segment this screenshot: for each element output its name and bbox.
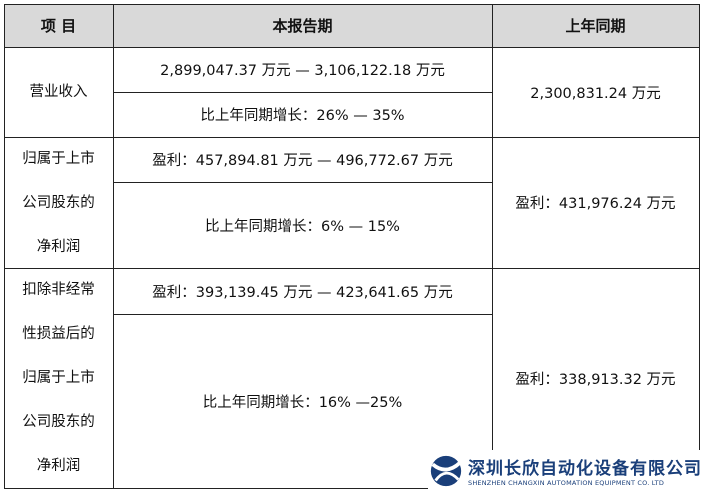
row-label-revenue: 营业收入 [4, 47, 113, 137]
net-profit-prior: 盈利：431,976.24 万元 [515, 196, 676, 212]
company-watermark-logo: 深圳长欣自动化设备有限公司 SHENZHEN CHANGXIN AUTOMATI… [428, 450, 702, 491]
revenue-prior: 2,300,831.24 万元 [530, 85, 661, 102]
label-line: 净利润 [36, 458, 81, 474]
header-item: 项 目 [4, 4, 113, 47]
company-name-cn: 深圳长欣自动化设备有限公司 [468, 459, 702, 479]
adjusted-current-growth: 比上年同期增长：16% —25% [202, 394, 403, 411]
company-name-en: SHENZHEN CHANGXIN AUTOMATION EQUIPMENT C… [468, 479, 665, 487]
net-profit-current-growth: 比上年同期增长：6% — 15% [205, 218, 400, 235]
adjusted-current-value: 盈利：393,139.45 万元 — 423,641.65 万元 [152, 284, 453, 301]
header-current-period: 本报告期 [113, 4, 492, 47]
revenue-current-growth: 比上年同期增长：26% — 35% [200, 108, 405, 124]
row-label-net-profit: 归属于上市公司股东的净利润 [4, 137, 113, 268]
header-prior-period: 上年同期 [492, 4, 699, 47]
label-line: 性损益后的 [22, 326, 95, 342]
label-line: 公司股东的 [22, 194, 95, 211]
net-profit-current-value: 盈利：457,894.81 万元 — 496,772.67 万元 [152, 153, 453, 169]
company-logo-icon [430, 455, 462, 486]
row-label-adjusted-net-profit: 扣除非经常性损益后的归属于上市公司股东的净利润 [4, 268, 113, 488]
label-line: 归属于上市 [22, 150, 95, 167]
label-line: 公司股东的 [22, 414, 95, 430]
adjusted-prior: 盈利：338,913.32 万元 [515, 371, 676, 388]
label-line: 营业收入 [29, 84, 88, 100]
revenue-current-value: 2,899,047.37 万元 — 3,106,122.18 万元 [160, 63, 445, 79]
label-line: 归属于上市 [22, 370, 95, 386]
label-line: 净利润 [36, 238, 81, 255]
label-line: 扣除非经常 [22, 282, 95, 298]
